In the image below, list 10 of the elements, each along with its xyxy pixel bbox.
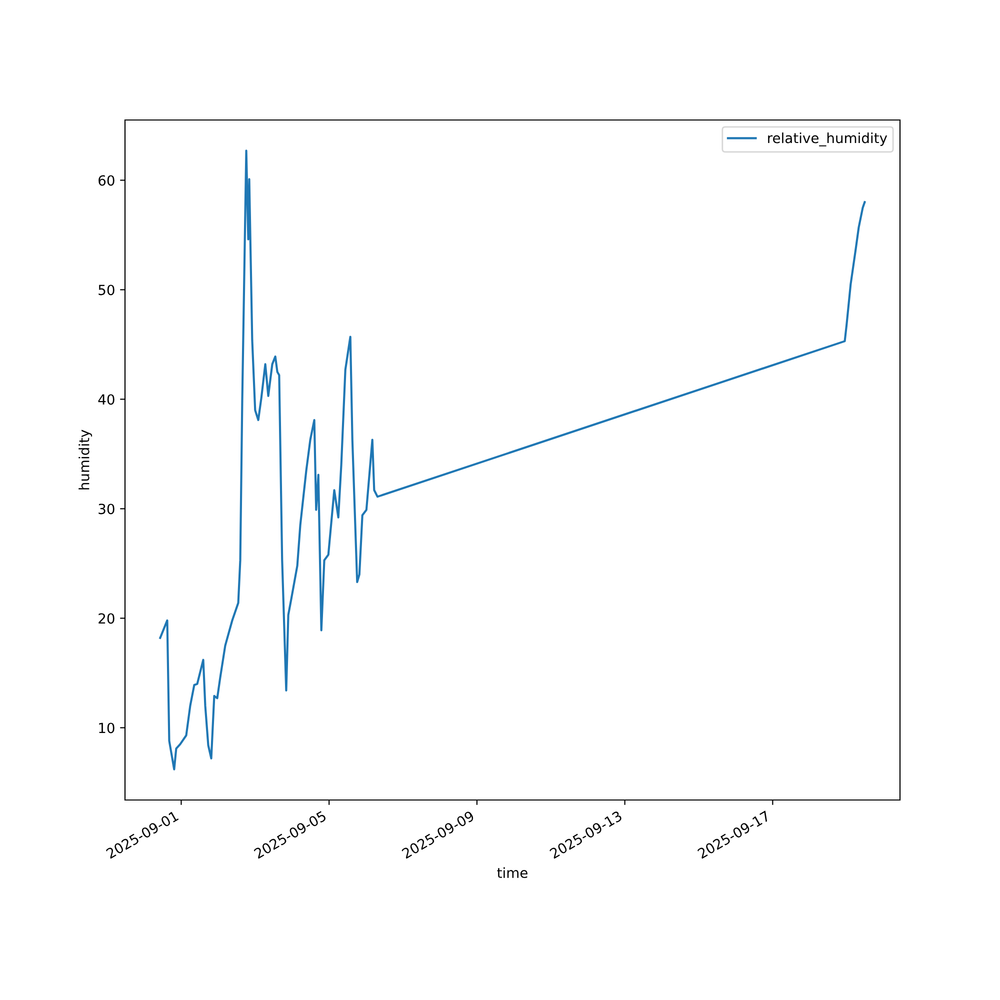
y-tick-label: 50 [98,284,114,296]
x-axis-title: time [497,867,528,878]
y-tick-label: 30 [98,504,114,514]
legend-label: relative_humidity [768,132,888,146]
line-series [159,150,866,770]
y-axis-title: humidity [78,430,92,490]
y-tick-label: 20 [98,613,114,624]
y-tick-label: 60 [98,175,114,186]
y-tick-label: 40 [98,394,114,405]
y-tick-label: 10 [99,722,114,734]
